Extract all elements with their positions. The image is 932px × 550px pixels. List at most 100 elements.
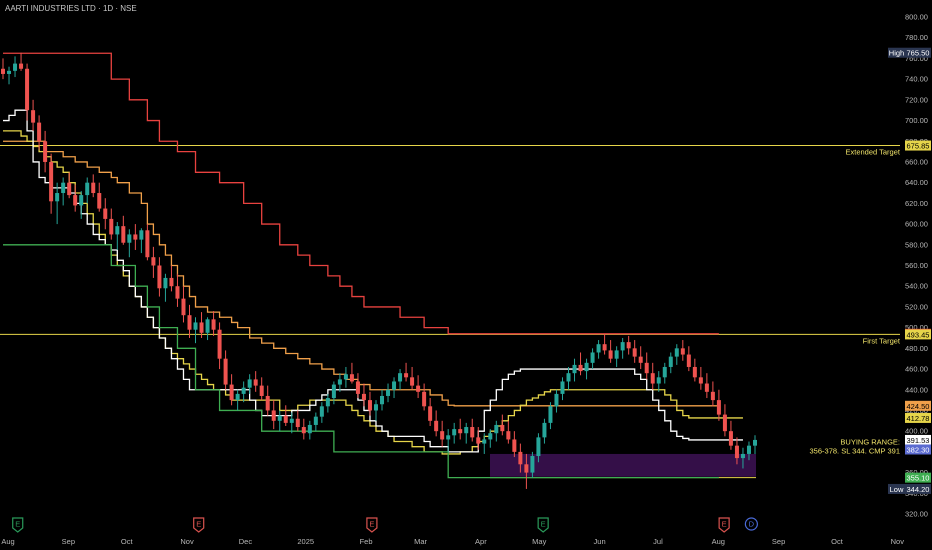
candle-body (91, 182, 96, 194)
event-marker[interactable]: E (12, 517, 24, 533)
y-tick-label: 320.00 (905, 510, 928, 519)
candle-body (464, 427, 469, 434)
candle-body (476, 437, 481, 444)
event-marker[interactable]: E (366, 517, 378, 533)
y-tick-label: 360.00 (905, 468, 928, 477)
candle-body (578, 364, 583, 372)
candle-body (289, 418, 294, 423)
candle-body (193, 322, 198, 330)
x-tick-label: Nov (891, 537, 905, 546)
event-marker[interactable]: E (718, 517, 730, 533)
candle-body (151, 257, 156, 266)
price-tag-value: 493.45 (907, 330, 930, 339)
candle-body (392, 381, 397, 390)
event-marker[interactable]: E (537, 517, 549, 533)
candle-body (307, 424, 312, 434)
price-tag: 382.30 (905, 444, 931, 455)
candle-body (428, 406, 433, 421)
candle-body (229, 384, 234, 401)
candle-body (422, 391, 427, 407)
candle-body (632, 348, 637, 357)
candle-body (753, 439, 757, 446)
x-tick-label: 2025 (297, 537, 314, 546)
event-marker[interactable]: D (744, 517, 758, 531)
buying-range-annotation: BUYING RANGE: (840, 438, 900, 447)
candle-body (7, 70, 12, 74)
candle-body (319, 406, 324, 417)
candle-body (115, 226, 120, 235)
candle-body (163, 277, 168, 289)
candle-body (73, 195, 78, 206)
y-tick-label: 580.00 (905, 240, 928, 249)
candle-body (265, 395, 270, 411)
candle-body (518, 451, 523, 465)
candle-body (536, 437, 541, 457)
y-tick-label: 780.00 (905, 33, 928, 42)
candle-body (295, 418, 300, 428)
candle-body (650, 373, 655, 384)
x-tick-label: Feb (360, 537, 373, 546)
x-tick-label: Nov (180, 537, 194, 546)
event-marker[interactable]: E (193, 517, 205, 533)
candle-body (620, 342, 625, 351)
indicator-line (3, 244, 719, 479)
candle-body (361, 393, 366, 401)
y-tick-label: 800.00 (905, 13, 928, 22)
candle-body (656, 377, 661, 384)
candle-body (542, 422, 547, 438)
y-tick-label: 600.00 (905, 220, 928, 229)
price-tag-value: 355.10 (907, 474, 930, 483)
candle-body (355, 381, 360, 394)
candle-body (367, 400, 372, 411)
candle-body (494, 424, 499, 434)
candle-body (704, 383, 709, 392)
candle-body (638, 356, 643, 363)
candle-body (500, 424, 505, 432)
price-tag-label: High (889, 49, 904, 58)
candles (1, 52, 757, 489)
candle-body (241, 387, 246, 394)
price-tag: 391.53 (905, 434, 931, 445)
candle-body (446, 435, 451, 440)
chart-title: AARTI INDUSTRIES LTD · 1D · NSE (5, 4, 137, 13)
candle-body (530, 456, 535, 473)
candle-body (37, 122, 42, 142)
candle-body (133, 234, 138, 240)
event-marker-label: E (541, 520, 546, 529)
y-tick-label: 440.00 (905, 385, 928, 394)
x-tick-label: Sep (772, 537, 785, 546)
candle-body (349, 374, 354, 382)
level-label: Extended Target (846, 148, 901, 157)
candle-body (458, 429, 463, 434)
event-marker-label: E (196, 520, 201, 529)
candle-body (584, 362, 589, 372)
candle-body (668, 356, 673, 367)
candle-body (223, 358, 228, 385)
candle-body (410, 377, 415, 386)
candle-body (331, 384, 336, 399)
price-tag-value: 675.85 (907, 142, 930, 151)
candle-body (19, 63, 24, 69)
price-tag: 412.78 (905, 412, 931, 423)
y-tick-label: 520.00 (905, 302, 928, 311)
candle-body (175, 286, 180, 299)
candle-body (644, 362, 649, 374)
y-tick-label: 640.00 (905, 178, 928, 187)
x-tick-label: May (532, 537, 546, 546)
candle-body (614, 350, 619, 359)
candle-body (506, 431, 511, 440)
candle-body (85, 182, 90, 196)
y-tick-label: 500.00 (905, 323, 928, 332)
buying-range-annotation: 356-378. SL 344. CMP 391 (810, 447, 900, 456)
candle-body (662, 366, 667, 378)
level-label: First Target (863, 336, 901, 345)
candle-body (13, 63, 18, 71)
candle-body (217, 329, 222, 359)
candle-body (79, 195, 84, 206)
y-tick-label: 480.00 (905, 344, 928, 353)
candle-body (728, 431, 733, 446)
y-tick-label: 760.00 (905, 54, 928, 63)
x-tick-label: Aug (712, 537, 725, 546)
